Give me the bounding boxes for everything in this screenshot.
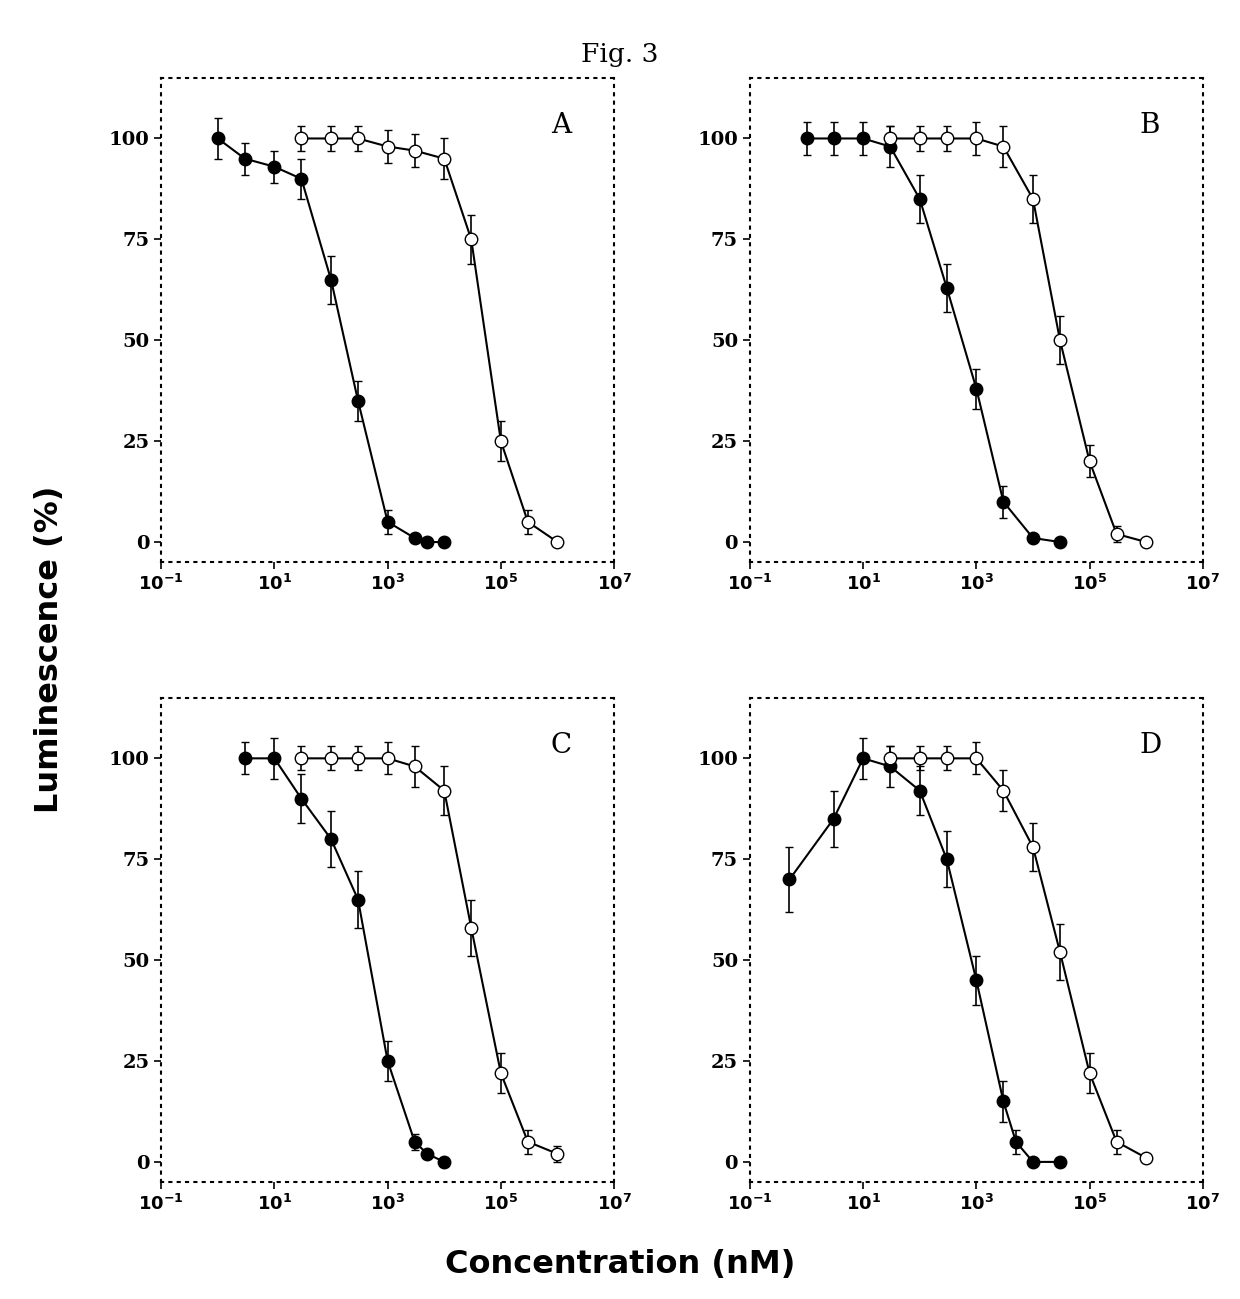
- Text: B: B: [1140, 112, 1159, 139]
- Text: C: C: [551, 731, 572, 759]
- Text: A: A: [551, 112, 570, 139]
- Text: Luminescence (%): Luminescence (%): [33, 486, 66, 813]
- Text: Concentration (nM): Concentration (nM): [445, 1248, 795, 1280]
- Text: D: D: [1140, 731, 1162, 759]
- Text: Fig. 3: Fig. 3: [582, 42, 658, 66]
